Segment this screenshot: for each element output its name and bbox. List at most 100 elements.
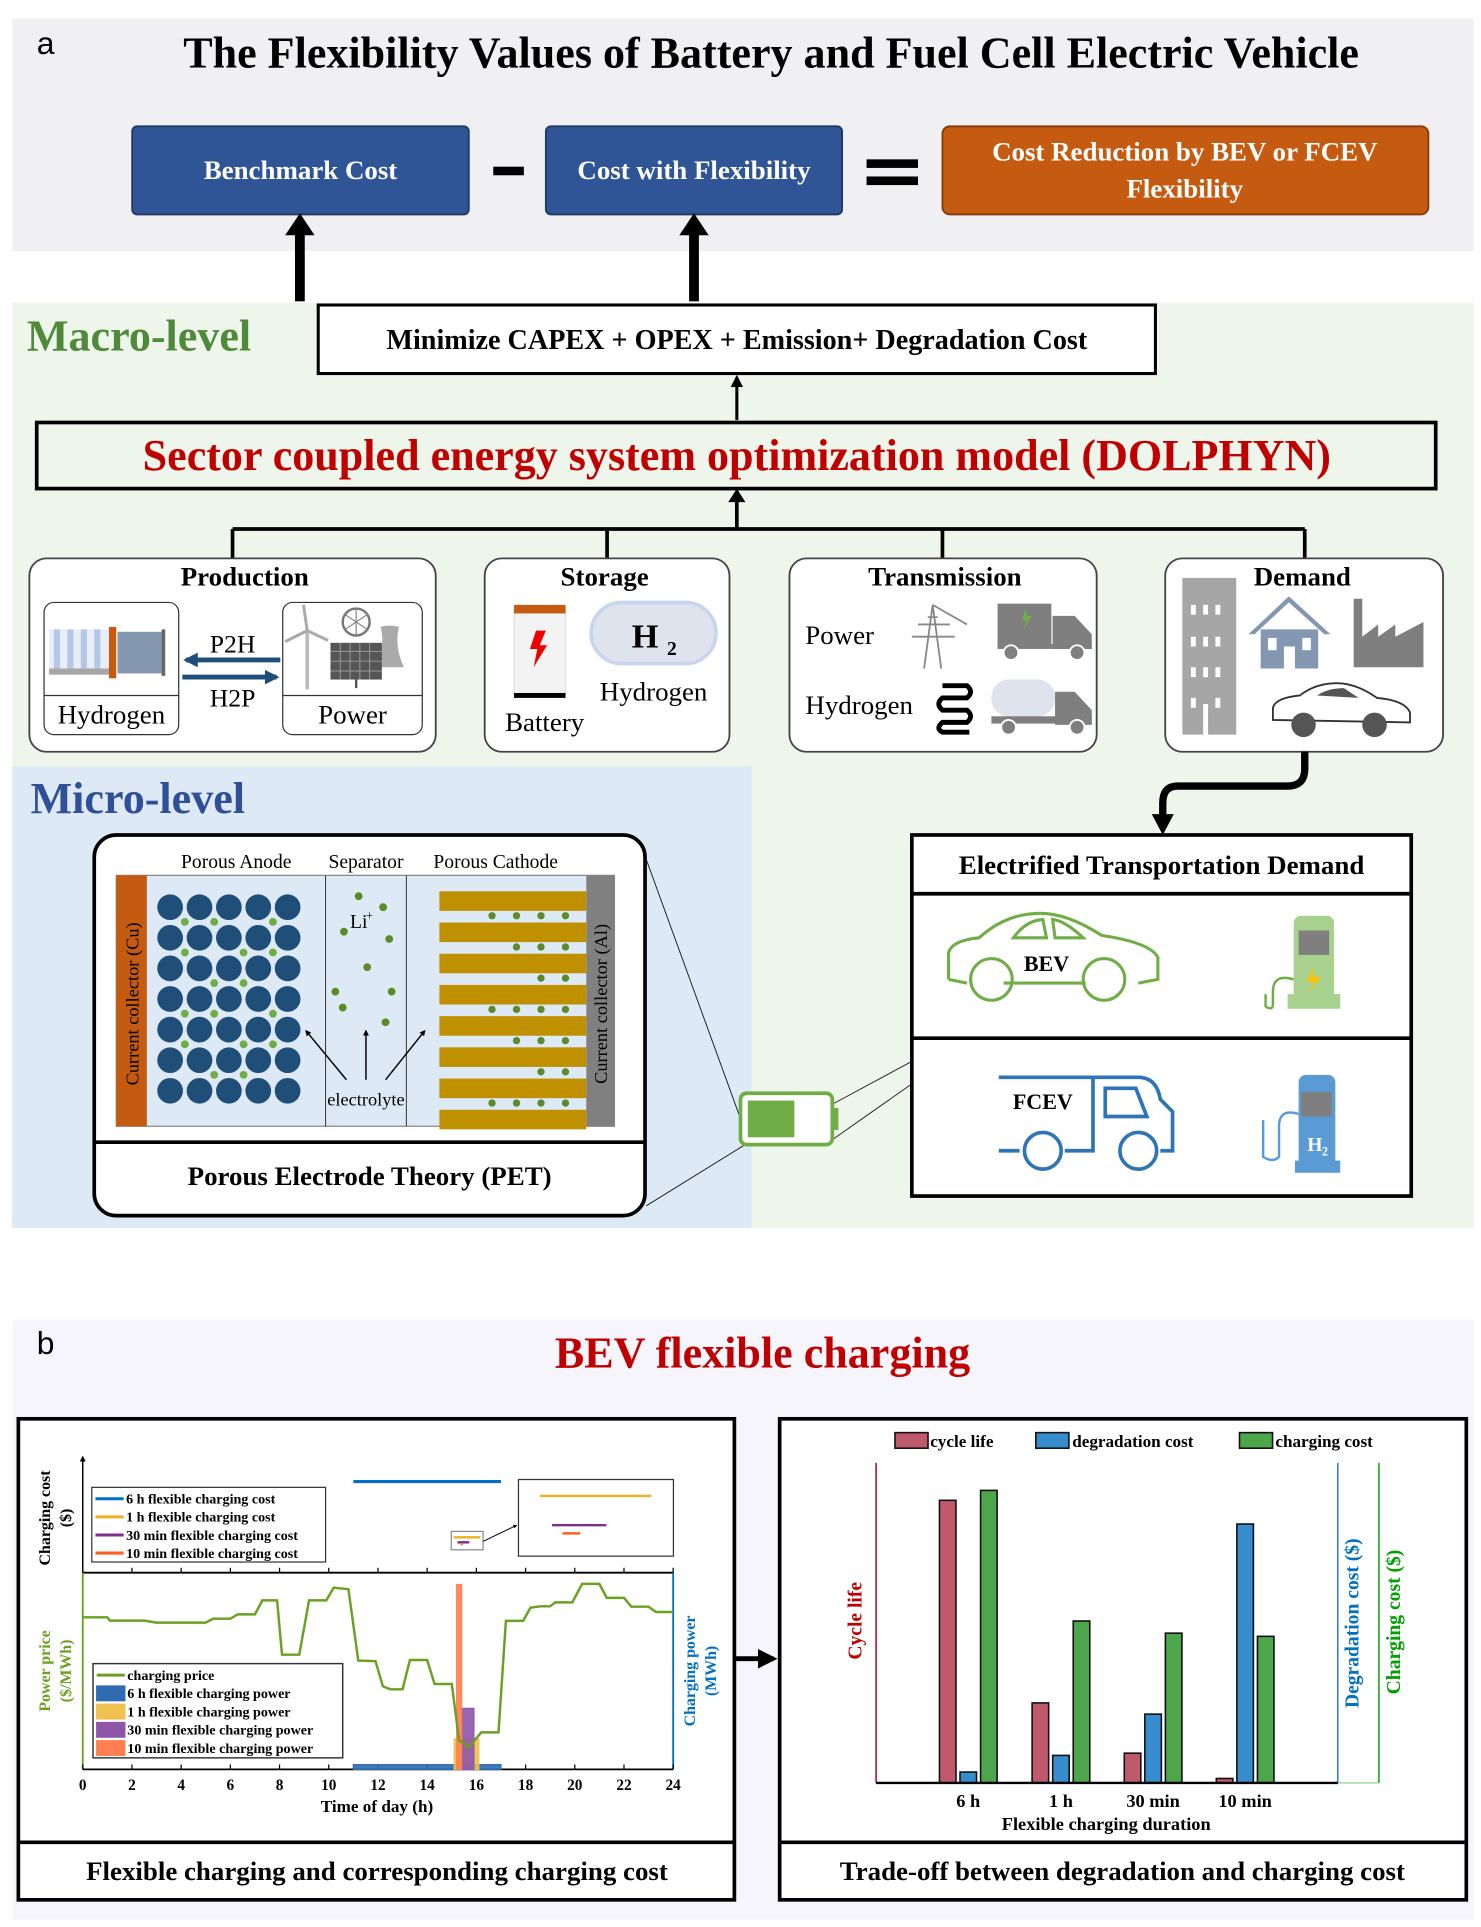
lithium-ion <box>537 1068 545 1076</box>
cathode-layer <box>439 1047 587 1067</box>
transmission-box: Transmission Power Hydrogen <box>788 557 1098 753</box>
inset-marker <box>450 1530 484 1551</box>
axis-label: Charging cost <box>37 1470 54 1566</box>
cathode-layers <box>439 891 587 1130</box>
bar-degradation-cost <box>1236 1523 1255 1784</box>
bar-charging-cost <box>1164 1632 1183 1784</box>
anode-particle <box>274 1016 301 1043</box>
electrolyzer-icon <box>48 626 166 679</box>
lithium-ion <box>512 1005 521 1014</box>
macro-level-label: Macro-level <box>27 311 251 360</box>
svg-text:Power: Power <box>318 700 387 730</box>
power-bar <box>456 1583 463 1770</box>
svg-text:Battery: Battery <box>505 707 585 737</box>
anode-particle <box>245 1077 272 1104</box>
category-label: 1 h <box>1049 1791 1073 1811</box>
legend-swatch <box>894 1431 929 1449</box>
anode-particle <box>216 986 242 1012</box>
anode-particle <box>245 986 272 1012</box>
anode-particle <box>186 955 213 982</box>
price-line <box>82 1582 674 1749</box>
inset-zoom-box <box>517 1478 675 1557</box>
x-tick-label: 16 <box>469 1777 485 1794</box>
legend-label: 30 min flexible charging cost <box>126 1528 298 1544</box>
legend-label: charging cost <box>1275 1432 1373 1451</box>
anode-particle <box>245 924 272 951</box>
lithium-ion <box>210 917 219 926</box>
legend-swatch <box>96 1703 126 1720</box>
lithium-ion <box>210 1070 219 1079</box>
panel-b-label: b <box>37 1325 55 1361</box>
x-tick-label: 24 <box>666 1777 682 1794</box>
axis-label: Charging power <box>682 1615 699 1726</box>
up-arrow-icon <box>285 213 709 302</box>
pet-box: Porous Electrode Theory (PET) Porous Ano… <box>92 833 647 1218</box>
x-tick-label: 18 <box>518 1777 534 1794</box>
factory-icon <box>1353 598 1424 668</box>
anode-particle <box>216 1047 242 1074</box>
svg-text:FCEV: FCEV <box>1013 1089 1073 1114</box>
svg-text:Separator: Separator <box>328 852 403 873</box>
category-label: 30 min <box>1126 1791 1180 1811</box>
bar-degradation-cost <box>1144 1713 1163 1784</box>
anode-particle <box>157 955 183 982</box>
cathode-layer <box>439 1078 587 1099</box>
anode-particle <box>157 1016 183 1043</box>
lithium-ion <box>512 912 521 920</box>
anode-particle <box>274 1047 301 1074</box>
svg-text:electrolyte: electrolyte <box>327 1089 404 1109</box>
pipeline-coil-icon <box>936 683 974 735</box>
bar-cycle-life <box>938 1499 957 1784</box>
bar-charging-cost <box>1256 1635 1275 1784</box>
anode-particle <box>186 1016 213 1043</box>
main-title: The Flexibility Values of Battery and Fu… <box>183 29 1359 78</box>
svg-text:Porous Anode: Porous Anode <box>181 852 292 873</box>
legend-label: 6 h flexible charging cost <box>126 1492 276 1508</box>
power-legend <box>92 1662 344 1759</box>
anode-particle <box>186 924 213 951</box>
x-axis-label: Flexible charging duration <box>1002 1814 1211 1834</box>
aluminum-collector <box>586 875 615 1127</box>
anode-particle <box>186 1047 213 1074</box>
wind-turbine-icon <box>284 604 329 690</box>
legend-label: charging price <box>127 1668 214 1684</box>
bar-charging-cost <box>979 1489 998 1784</box>
anode-particle <box>216 1016 242 1043</box>
category-label: 6 h <box>956 1791 980 1811</box>
x-tick-label: 6 <box>227 1777 235 1794</box>
cost-reduction-box: Cost Reduction by BEV or FCEV Flexibilit… <box>941 125 1430 216</box>
anode-particle <box>157 986 183 1012</box>
panel-b-title: BEV flexible charging <box>555 1328 970 1377</box>
panel-a-label: a <box>37 25 55 61</box>
svg-text:Cost Reduction by BEV or FCEV: Cost Reduction by BEV or FCEV <box>992 137 1378 167</box>
x-tick-label: 22 <box>616 1777 631 1794</box>
cathode-layer <box>439 1109 587 1130</box>
legend-label: 30 min flexible charging power <box>127 1723 313 1739</box>
svg-text:Li: Li <box>350 912 368 933</box>
anode-particle <box>157 1047 183 1074</box>
anode-particle <box>216 894 242 921</box>
svg-text:Storage: Storage <box>561 561 649 591</box>
lithium-ion <box>561 1036 570 1045</box>
lithium-ion <box>385 935 394 943</box>
power-tower-icon <box>911 604 968 669</box>
lithium-ion <box>561 943 570 951</box>
legend-swatch <box>1238 1431 1274 1449</box>
svg-text:P2H: P2H <box>210 630 256 659</box>
hydrogen-pump-icon: H 2 <box>1261 1074 1341 1173</box>
axis-label: ($/MWh) <box>58 1640 75 1703</box>
ev-charger-icon <box>1264 915 1341 1010</box>
hydrogen-truck-icon <box>991 679 1092 736</box>
lithium-ion <box>512 943 521 951</box>
legend-label: 10 min flexible charging cost <box>126 1546 298 1562</box>
equals-sign <box>866 159 918 186</box>
lithium-ion <box>512 1036 521 1045</box>
x-tick-label: 12 <box>370 1777 385 1794</box>
benchmark-cost-box: Benchmark Cost <box>131 125 470 216</box>
x-tick-label: 14 <box>420 1777 436 1794</box>
svg-text:Power: Power <box>805 620 874 650</box>
axis-label: (MWh) <box>703 1646 720 1696</box>
lithium-ion <box>561 912 570 920</box>
solar-panel-icon <box>330 642 382 689</box>
lithium-ion <box>561 974 570 982</box>
